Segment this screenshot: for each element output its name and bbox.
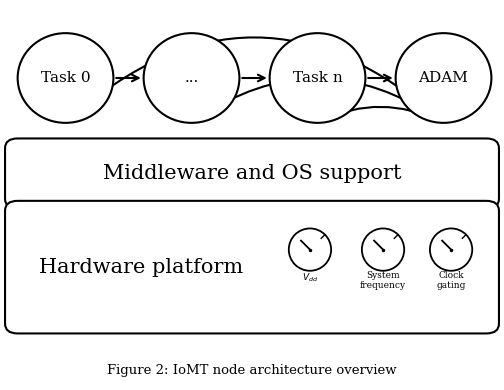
Text: Task 0: Task 0: [41, 71, 90, 85]
FancyBboxPatch shape: [5, 201, 499, 333]
Text: Clock
gating: Clock gating: [436, 271, 466, 291]
FancyArrowPatch shape: [70, 37, 442, 121]
Ellipse shape: [289, 229, 331, 271]
Text: $V_{dd}$: $V_{dd}$: [302, 271, 318, 284]
Ellipse shape: [396, 33, 491, 123]
FancyBboxPatch shape: [5, 138, 499, 209]
Text: ADAM: ADAM: [419, 71, 468, 85]
Text: Task n: Task n: [293, 71, 342, 85]
Text: ...: ...: [184, 71, 199, 85]
Ellipse shape: [270, 33, 365, 123]
Ellipse shape: [144, 33, 239, 123]
Ellipse shape: [18, 33, 113, 123]
Text: System
frequency: System frequency: [360, 271, 406, 291]
Text: Middleware and OS support: Middleware and OS support: [103, 164, 401, 183]
FancyArrowPatch shape: [322, 107, 441, 122]
Ellipse shape: [362, 229, 404, 271]
Text: Figure 2: IoMT node architecture overview: Figure 2: IoMT node architecture overvie…: [107, 364, 397, 377]
Ellipse shape: [430, 229, 472, 271]
Text: Hardware platform: Hardware platform: [39, 258, 243, 277]
FancyArrowPatch shape: [196, 78, 441, 121]
